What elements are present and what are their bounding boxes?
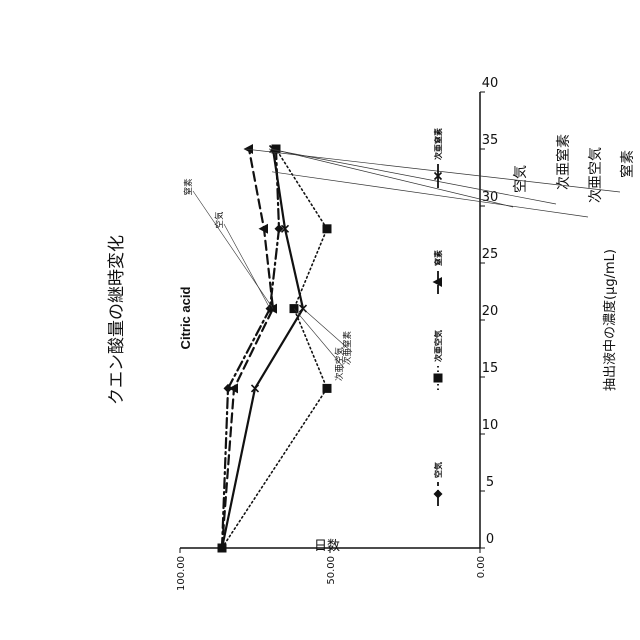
callout-label: 次亜窒素: [555, 134, 572, 190]
data-point: [259, 224, 269, 234]
callout-leader: [272, 172, 588, 217]
x-tick-label: 40: [482, 76, 499, 91]
legend-swatch-marker: [434, 490, 443, 499]
y-tick-label: 0.00: [476, 556, 487, 578]
x-axis-label: 日数: [314, 539, 340, 554]
series-line: [222, 149, 303, 548]
callout-mid: 次亜窒素: [303, 309, 353, 365]
rotated-plot-group: クエン酸量の継時変化 Citric acid 抽出液中の濃度(μg/mL) 日数…: [107, 76, 636, 591]
legend-label: 次亜窒素: [433, 128, 443, 160]
legend-swatch-marker: [434, 374, 443, 383]
legend-item: 空気: [433, 462, 443, 506]
chart-title: クエン酸量の継時変化: [107, 235, 127, 405]
x-tick-label: 25: [482, 247, 499, 262]
callout-label: 次亜空気: [588, 147, 604, 203]
chart-subtitle: Citric acid: [178, 287, 193, 350]
series-layer: [218, 144, 332, 553]
data-point: [244, 144, 254, 154]
callout-label: 空気: [513, 165, 529, 193]
series-3: [222, 146, 307, 549]
y-tick-label: 50.00: [326, 556, 337, 585]
callout-label: 空気: [214, 211, 225, 229]
y-axis-label: 抽出液中の濃度(μg/mL): [602, 249, 618, 391]
x-tick-label: 20: [482, 304, 499, 319]
callout-leader: [224, 224, 270, 309]
x-tick-label: 35: [482, 133, 499, 148]
legend-label: 空気: [433, 462, 443, 478]
callout-leader: [272, 149, 513, 207]
legend-item: 窒素: [433, 250, 444, 294]
series-line: [222, 149, 273, 548]
legend-item: 次亜窒素: [433, 128, 443, 188]
x-tick-label: 5: [486, 475, 494, 490]
callout-label: 窒素: [619, 150, 636, 178]
series-0: [222, 145, 284, 549]
series-line: [222, 149, 327, 548]
series-line: [222, 149, 279, 548]
data-point: [323, 384, 332, 393]
legend-label: 次亜空気: [433, 330, 443, 362]
legend-item: 次亜空気: [433, 330, 443, 390]
legend: 空気 次亜空気 窒素 次亜窒素: [433, 128, 444, 506]
data-point: [323, 224, 332, 233]
callout-label: 窒素: [183, 178, 194, 196]
x-tick-label: 15: [482, 361, 499, 376]
x-tick-label: 0: [486, 532, 494, 547]
callout-mid: 空気: [214, 211, 270, 309]
callout-label: 次亜空気: [334, 347, 345, 382]
legend-label: 窒素: [433, 250, 443, 266]
y-tick-label: 100.00: [176, 556, 187, 591]
x-tick-label: 10: [482, 418, 499, 433]
